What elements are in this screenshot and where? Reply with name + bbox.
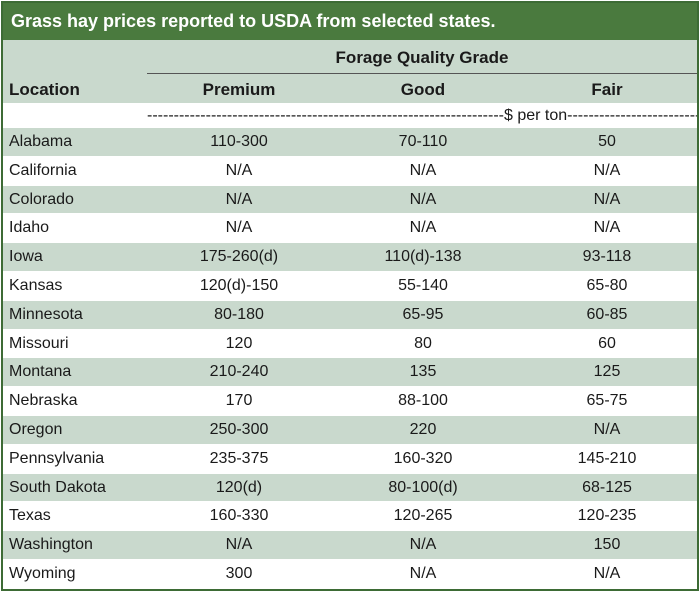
table-row: Colorado N/A N/A N/A	[3, 185, 697, 215]
location-cell: Washington	[9, 536, 93, 554]
premium-cell: N/A	[225, 536, 253, 554]
location-cell: Montana	[9, 363, 72, 381]
fair-cell: 120-235	[577, 507, 637, 525]
units-row: ----------------------------------------…	[3, 103, 697, 128]
table-row: Alabama 110-300 70-110 50	[3, 128, 697, 157]
good-cell: 110(d)-138	[384, 248, 462, 266]
premium-cell: 235-375	[209, 449, 269, 467]
good-cell: 120-265	[393, 507, 453, 525]
fair-cell: N/A	[593, 420, 621, 438]
good-cell: 220	[409, 420, 437, 438]
location-cell: Missouri	[9, 334, 69, 352]
location-cell: Idaho	[9, 219, 50, 237]
good-cell: N/A	[409, 564, 437, 582]
premium-cell: 80-180	[214, 305, 264, 323]
premium-cell: 250-300	[209, 420, 269, 438]
premium-cell: N/A	[225, 219, 253, 237]
good-cell: 65-95	[402, 305, 444, 323]
fair-cell: 65-75	[586, 392, 628, 410]
fair-cell: N/A	[593, 219, 621, 237]
table-row: Pennsylvania 235-375 160-320 145-210	[3, 444, 697, 474]
units-label: $ per ton	[503, 107, 568, 124]
fair-cell: N/A	[593, 190, 621, 208]
premium-cell: 120(d)	[215, 478, 263, 496]
good-cell: 70-110	[398, 133, 448, 150]
good-column-header: Good	[400, 80, 446, 99]
table-row: Wyoming 300 N/A N/A	[3, 559, 697, 589]
table-row: Kansas 120(d)-150 55-140 65-80	[3, 271, 697, 301]
table-row: Texas 160-330 120-265 120-235	[3, 502, 697, 532]
table-row: Missouri 120 80 60	[3, 329, 697, 359]
premium-cell: 110-300	[210, 133, 268, 150]
fair-column-header: Fair	[591, 80, 623, 99]
fair-cell: 68-125	[582, 478, 632, 496]
location-cell: California	[9, 161, 77, 179]
location-cell: South Dakota	[9, 478, 106, 496]
good-cell: N/A	[409, 536, 437, 554]
good-cell: N/A	[409, 219, 437, 237]
table-row: Minnesota 80-180 65-95 60-85	[3, 300, 697, 330]
location-cell: Alabama	[9, 133, 73, 150]
table-row: California N/A N/A N/A	[3, 156, 697, 186]
premium-column-header: Premium	[202, 80, 276, 99]
location-cell: Colorado	[9, 190, 74, 208]
group-heading-rule	[147, 73, 697, 74]
units-dashes-right: ----------------------------------------…	[567, 107, 697, 124]
location-cell: Pennsylvania	[9, 449, 105, 467]
fair-cell: 50	[598, 133, 616, 150]
good-cell: 88-100	[398, 392, 448, 410]
fair-cell: 93-118	[582, 248, 632, 266]
premium-cell: 170	[225, 392, 253, 410]
good-cell: 80	[414, 334, 432, 352]
location-column-header: Location	[9, 80, 80, 99]
table-row: Iowa 175-260(d) 110(d)-138 93-118	[3, 243, 697, 272]
good-cell: N/A	[409, 161, 437, 179]
premium-cell: 160-330	[209, 507, 269, 525]
premium-cell: 120	[225, 334, 253, 352]
table-row: Nebraska 170 88-100 65-75	[3, 387, 697, 416]
units-dashes-left: ----------------------------------------…	[147, 107, 504, 124]
good-cell: 160-320	[393, 449, 453, 467]
location-cell: Oregon	[9, 420, 63, 438]
good-cell: 55-140	[398, 276, 448, 294]
fair-cell: 125	[593, 363, 621, 381]
location-cell: Kansas	[9, 276, 63, 294]
table-row: Montana 210-240 135 125	[3, 358, 697, 388]
premium-cell: N/A	[225, 161, 253, 179]
location-cell: Wyoming	[9, 564, 76, 582]
forage-quality-grade-heading: Forage Quality Grade	[335, 48, 509, 67]
fair-cell: 145-210	[577, 449, 637, 467]
fair-cell: 60	[598, 334, 616, 352]
fair-cell: 60-85	[586, 305, 628, 323]
fair-cell: N/A	[593, 161, 621, 179]
premium-cell: 175-260(d)	[199, 248, 279, 266]
premium-cell: 300	[225, 564, 253, 582]
table-body: Alabama 110-300 70-110 50 California N/A N/A N/…	[3, 128, 697, 589]
good-cell: 80-100(d)	[388, 478, 458, 496]
fair-cell: 65-80	[586, 276, 628, 294]
table-row: Washington N/A N/A 150	[3, 531, 697, 560]
fair-cell: 150	[593, 536, 621, 554]
fair-cell: N/A	[593, 564, 621, 582]
table-row: Oregon 250-300 220 N/A	[3, 415, 697, 445]
location-cell: Iowa	[9, 248, 43, 266]
premium-cell: 120(d)-150	[199, 276, 279, 294]
table-row: Idaho N/A N/A N/A	[3, 214, 697, 244]
premium-cell: N/A	[225, 190, 253, 208]
good-cell: 135	[409, 363, 437, 381]
table-header: Forage Quality Grade Location Premium Go…	[3, 40, 697, 103]
table-row: South Dakota 120(d) 80-100(d) 68-125	[3, 473, 697, 503]
premium-cell: 210-240	[209, 363, 269, 381]
good-cell: N/A	[409, 190, 437, 208]
location-cell: Minnesota	[9, 305, 83, 323]
table-title: Grass hay prices reported to USDA from s…	[3, 3, 697, 40]
location-cell: Nebraska	[9, 392, 78, 410]
location-cell: Texas	[9, 507, 51, 525]
